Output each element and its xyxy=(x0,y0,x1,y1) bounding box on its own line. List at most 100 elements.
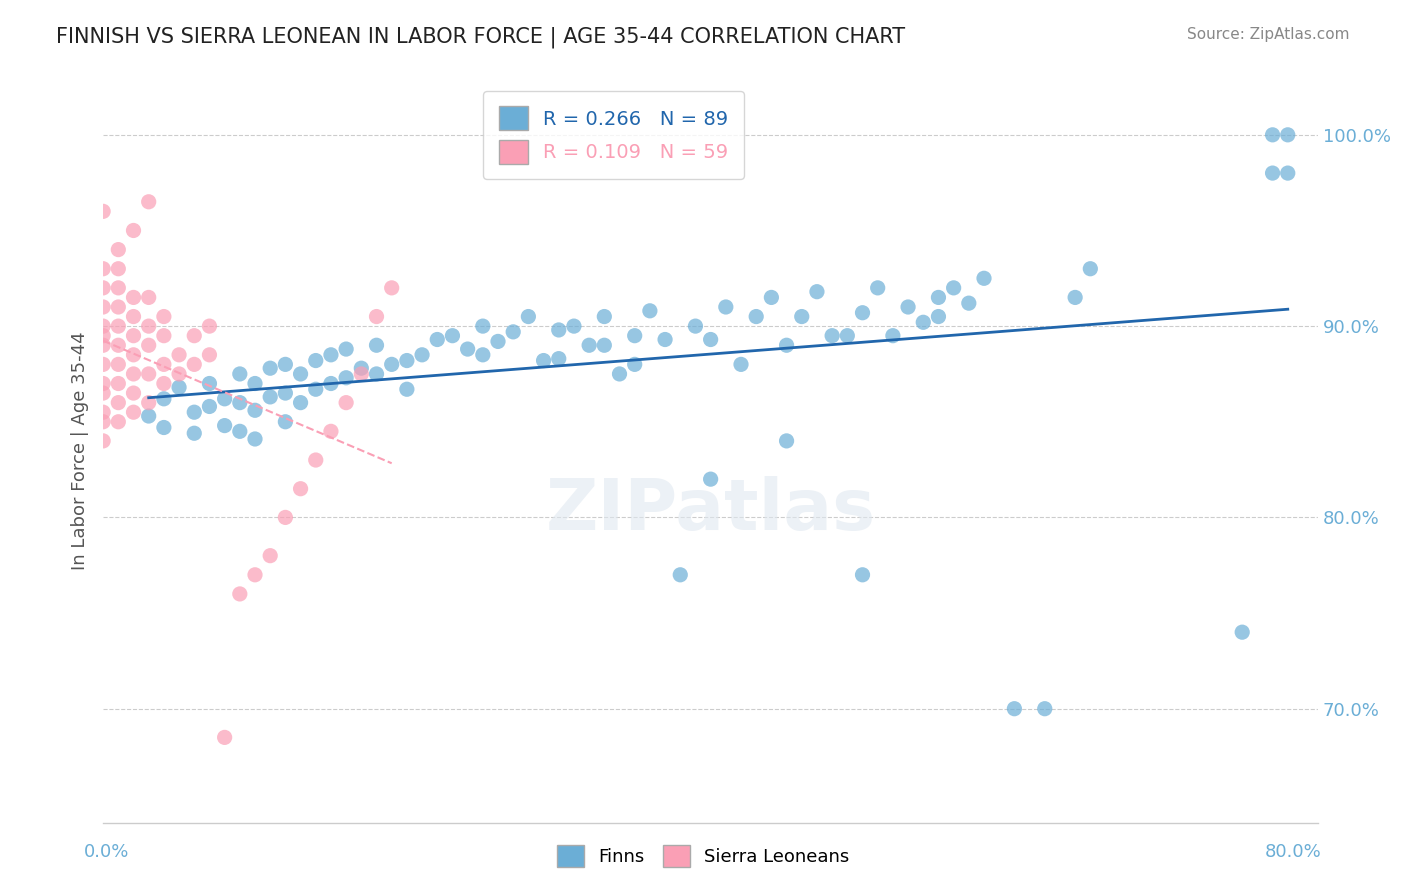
Finns xyxy=(866,281,889,295)
Finns xyxy=(1277,128,1299,142)
Finns xyxy=(593,310,616,324)
Finns xyxy=(1261,128,1284,142)
Finns xyxy=(699,472,721,486)
Text: 80.0%: 80.0% xyxy=(1265,843,1322,861)
Finns xyxy=(350,361,373,376)
Finns xyxy=(381,357,404,371)
Sierra Leoneans xyxy=(107,300,129,314)
Sierra Leoneans xyxy=(138,395,160,409)
Sierra Leoneans xyxy=(91,261,114,276)
Sierra Leoneans xyxy=(366,310,388,324)
Text: 0.0%: 0.0% xyxy=(84,843,129,861)
Finns xyxy=(1002,702,1025,716)
Finns xyxy=(395,382,418,396)
Finns xyxy=(426,333,449,347)
Sierra Leoneans xyxy=(167,367,190,381)
Finns xyxy=(730,357,752,371)
Sierra Leoneans xyxy=(91,281,114,295)
Sierra Leoneans xyxy=(153,310,176,324)
Finns xyxy=(366,338,388,352)
Finns xyxy=(623,357,645,371)
Finns xyxy=(578,338,600,352)
Finns xyxy=(837,328,859,343)
Sierra Leoneans xyxy=(198,348,221,362)
Sierra Leoneans xyxy=(153,328,176,343)
Finns xyxy=(1261,166,1284,180)
Sierra Leoneans xyxy=(138,319,160,334)
Finns xyxy=(411,348,433,362)
Sierra Leoneans xyxy=(107,338,129,352)
Finns xyxy=(685,319,707,334)
Finns xyxy=(243,403,266,417)
Finns xyxy=(517,310,540,324)
Sierra Leoneans xyxy=(91,415,114,429)
Sierra Leoneans xyxy=(107,319,129,334)
Sierra Leoneans xyxy=(381,281,404,295)
Sierra Leoneans xyxy=(107,243,129,257)
Finns xyxy=(912,315,935,329)
Finns xyxy=(198,400,221,414)
Finns xyxy=(957,296,980,310)
Finns xyxy=(897,300,920,314)
Finns xyxy=(745,310,768,324)
Finns xyxy=(851,306,873,320)
Finns xyxy=(366,367,388,381)
Sierra Leoneans xyxy=(138,194,160,209)
Sierra Leoneans xyxy=(91,300,114,314)
Sierra Leoneans xyxy=(350,367,373,381)
Finns xyxy=(790,310,813,324)
Finns xyxy=(259,361,281,376)
Finns xyxy=(229,367,252,381)
Finns xyxy=(533,353,555,368)
Finns xyxy=(471,319,494,334)
Sierra Leoneans xyxy=(107,395,129,409)
Sierra Leoneans xyxy=(122,328,145,343)
Finns xyxy=(654,333,676,347)
Finns xyxy=(486,334,509,349)
Finns xyxy=(821,328,844,343)
Sierra Leoneans xyxy=(335,395,357,409)
Sierra Leoneans xyxy=(319,425,342,439)
Finns xyxy=(259,390,281,404)
Sierra Leoneans xyxy=(305,453,328,467)
Finns xyxy=(153,392,176,406)
Sierra Leoneans xyxy=(107,376,129,391)
Text: Source: ZipAtlas.com: Source: ZipAtlas.com xyxy=(1187,27,1350,42)
Finns xyxy=(1078,261,1101,276)
Finns xyxy=(471,348,494,362)
Finns xyxy=(714,300,737,314)
Finns xyxy=(395,353,418,368)
Finns xyxy=(1230,625,1253,640)
Finns xyxy=(153,420,176,434)
Finns xyxy=(927,290,949,304)
Sierra Leoneans xyxy=(107,357,129,371)
Finns xyxy=(214,392,236,406)
Sierra Leoneans xyxy=(243,567,266,582)
Finns xyxy=(290,367,312,381)
Finns xyxy=(699,333,721,347)
Finns xyxy=(623,328,645,343)
Finns xyxy=(229,395,252,409)
Finns xyxy=(1033,702,1056,716)
Finns xyxy=(274,415,297,429)
Finns xyxy=(183,405,205,419)
Sierra Leoneans xyxy=(122,348,145,362)
Sierra Leoneans xyxy=(122,310,145,324)
Finns xyxy=(441,328,464,343)
Sierra Leoneans xyxy=(91,405,114,419)
Sierra Leoneans xyxy=(153,376,176,391)
Sierra Leoneans xyxy=(122,405,145,419)
Sierra Leoneans xyxy=(91,204,114,219)
Finns xyxy=(669,567,692,582)
Sierra Leoneans xyxy=(122,223,145,237)
Finns xyxy=(335,342,357,356)
Finns xyxy=(761,290,783,304)
Finns xyxy=(775,434,797,448)
Y-axis label: In Labor Force | Age 35-44: In Labor Force | Age 35-44 xyxy=(72,331,89,570)
Finns xyxy=(138,409,160,423)
Finns xyxy=(198,376,221,391)
Finns xyxy=(806,285,828,299)
Sierra Leoneans xyxy=(290,482,312,496)
Finns xyxy=(638,303,661,318)
Sierra Leoneans xyxy=(107,281,129,295)
